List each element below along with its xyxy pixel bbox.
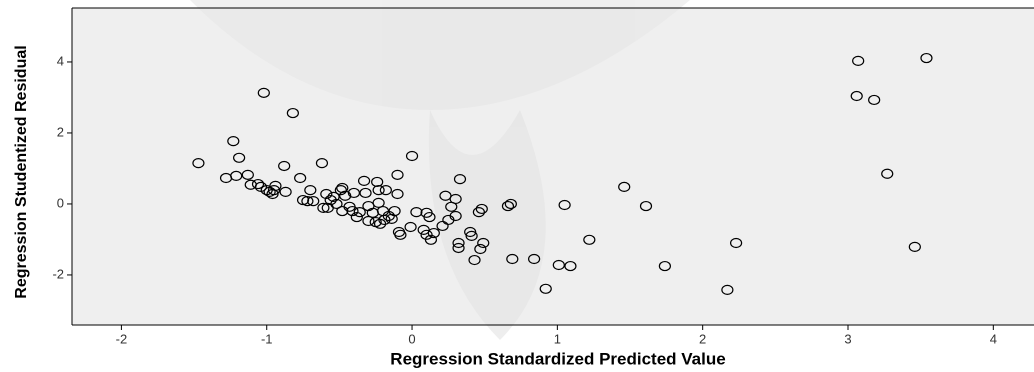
y-tick-label: 4	[57, 53, 64, 68]
x-tick-label: 2	[699, 331, 706, 346]
x-axis-label: Regression Standardized Predicted Value	[390, 349, 725, 368]
y-tick-label: 0	[57, 195, 64, 210]
x-tick-label: 4	[990, 331, 997, 346]
x-tick-label: -2	[116, 331, 128, 346]
y-axis-label: Regression Studentized Residual	[13, 45, 30, 298]
chart: Regression Standardized Predicted Value …	[0, 0, 1034, 372]
y-tick-label: -2	[52, 266, 64, 281]
x-tick-label: 3	[844, 331, 851, 346]
x-tick-label: -1	[261, 331, 273, 346]
y-tick-label: 2	[57, 124, 64, 139]
x-tick-label: 0	[408, 331, 415, 346]
x-tick-label: 1	[554, 331, 561, 346]
